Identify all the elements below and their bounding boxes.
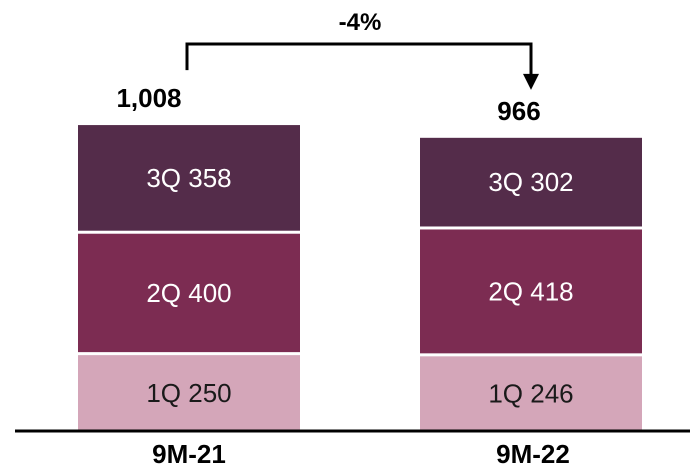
bars-layer [78, 125, 642, 431]
bar-segment-2q-9m-22 [420, 229, 642, 354]
category-label: 9M-22 [496, 439, 570, 467]
segment-label: 1Q 246 [488, 379, 573, 409]
segment-label: 2Q 400 [146, 278, 231, 308]
bar-segment-1q-9m-22 [420, 356, 642, 431]
category-label: 9M-21 [152, 439, 226, 467]
change-percent-label: -4% [339, 9, 382, 36]
labels-layer: 1Q 250 2Q 400 3Q 358 1,008 9M-21 1Q 246 2Q 418… [116, 83, 573, 467]
change-bracket-line [185, 42, 533, 76]
bar-segment-2q-9m-21 [78, 233, 300, 353]
bar-segment-1q-9m-21 [78, 355, 300, 431]
segment-label: 1Q 250 [146, 378, 231, 408]
bar-segment-3q-9m-22 [420, 137, 642, 227]
segment-label: 3Q 358 [146, 163, 231, 193]
arrow-head-icon [523, 73, 539, 90]
change-annotation: -4% [185, 9, 539, 90]
segment-label: 2Q 418 [488, 276, 573, 306]
bar-segment-3q-9m-21 [78, 125, 300, 231]
bar-total-label: 966 [497, 96, 540, 126]
segment-label: 3Q 302 [488, 167, 573, 197]
bar-total-label: 1,008 [116, 83, 181, 113]
